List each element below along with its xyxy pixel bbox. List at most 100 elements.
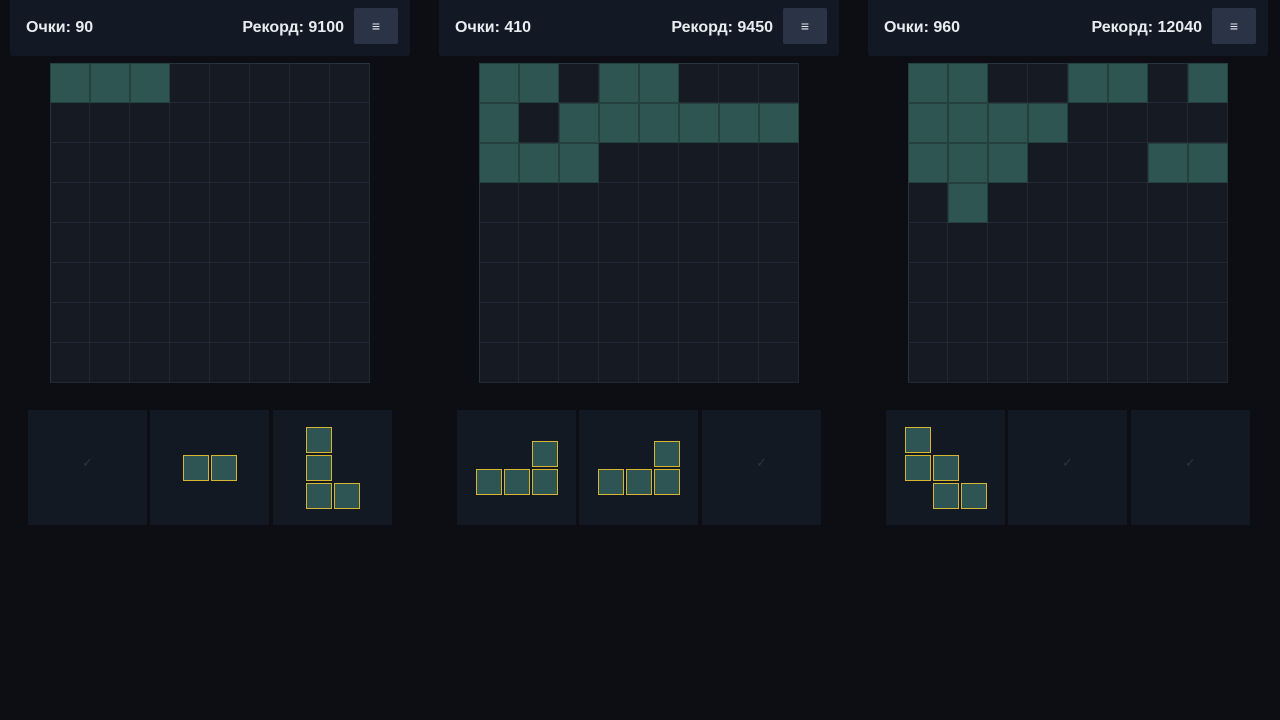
board-cell[interactable]	[679, 183, 719, 223]
board-cell[interactable]	[639, 143, 679, 183]
board-cell[interactable]	[988, 303, 1028, 343]
board-cell-filled[interactable]	[639, 63, 679, 103]
board-cell[interactable]	[290, 103, 330, 143]
game-board[interactable]	[479, 63, 799, 383]
board-cell[interactable]	[210, 343, 250, 383]
board-cell-filled[interactable]	[1148, 143, 1188, 183]
board-cell[interactable]	[988, 63, 1028, 103]
board-cell[interactable]	[130, 143, 170, 183]
board-cell[interactable]	[1068, 223, 1108, 263]
board-cell-filled[interactable]	[948, 103, 988, 143]
board-cell[interactable]	[1188, 343, 1228, 383]
board-cell[interactable]	[330, 263, 370, 303]
board-cell-filled[interactable]	[908, 63, 948, 103]
board-cell[interactable]	[50, 223, 90, 263]
board-cell[interactable]	[290, 343, 330, 383]
board-cell[interactable]	[1068, 303, 1108, 343]
board-cell[interactable]	[599, 183, 639, 223]
board-cell[interactable]	[479, 263, 519, 303]
board-cell[interactable]	[908, 183, 948, 223]
board-cell[interactable]	[759, 343, 799, 383]
board-cell-filled[interactable]	[599, 63, 639, 103]
board-cell[interactable]	[759, 63, 799, 103]
board-cell[interactable]	[210, 263, 250, 303]
board-cell-filled[interactable]	[479, 103, 519, 143]
piece-block[interactable]	[211, 455, 237, 481]
board-cell[interactable]	[1028, 143, 1068, 183]
board-cell-filled[interactable]	[948, 143, 988, 183]
board-cell[interactable]	[1108, 263, 1148, 303]
board-cell[interactable]	[1028, 303, 1068, 343]
board-cell[interactable]	[599, 223, 639, 263]
board-cell[interactable]	[210, 143, 250, 183]
board-cell[interactable]	[1148, 223, 1188, 263]
board-cell[interactable]	[719, 63, 759, 103]
board-cell[interactable]	[988, 223, 1028, 263]
board-cell[interactable]	[130, 263, 170, 303]
board-cell[interactable]	[639, 343, 679, 383]
piece-block[interactable]	[626, 469, 652, 495]
board-cell[interactable]	[1108, 143, 1148, 183]
board-cell[interactable]	[50, 103, 90, 143]
board-cell[interactable]	[559, 263, 599, 303]
board-cell[interactable]	[479, 183, 519, 223]
board-cell[interactable]	[639, 263, 679, 303]
piece-block[interactable]	[905, 455, 931, 481]
piece-slot-1[interactable]	[886, 410, 1005, 525]
board-cell-filled[interactable]	[1028, 103, 1068, 143]
board-cell-filled[interactable]	[479, 63, 519, 103]
board-cell[interactable]	[130, 223, 170, 263]
board-cell[interactable]	[1068, 263, 1108, 303]
board-cell[interactable]	[519, 343, 559, 383]
board-cell[interactable]	[1028, 263, 1068, 303]
board-cell[interactable]	[908, 223, 948, 263]
piece-block[interactable]	[476, 469, 502, 495]
board-cell[interactable]	[948, 343, 988, 383]
board-cell[interactable]	[1148, 343, 1188, 383]
piece-block[interactable]	[905, 427, 931, 453]
piece-block[interactable]	[334, 483, 360, 509]
board-cell[interactable]	[1028, 183, 1068, 223]
piece-slot-1[interactable]: ✓	[28, 410, 147, 525]
board-cell[interactable]	[330, 223, 370, 263]
board-cell[interactable]	[130, 343, 170, 383]
board-cell[interactable]	[170, 63, 210, 103]
board-cell[interactable]	[50, 143, 90, 183]
board-cell-filled[interactable]	[988, 143, 1028, 183]
board-cell-filled[interactable]	[988, 103, 1028, 143]
board-cell[interactable]	[679, 303, 719, 343]
board-cell[interactable]	[908, 303, 948, 343]
board-cell[interactable]	[210, 223, 250, 263]
piece-slot-3[interactable]	[273, 410, 392, 525]
board-cell-filled[interactable]	[90, 63, 130, 103]
board-cell[interactable]	[639, 183, 679, 223]
board-cell[interactable]	[599, 343, 639, 383]
board-cell[interactable]	[50, 343, 90, 383]
board-cell[interactable]	[1108, 343, 1148, 383]
board-cell[interactable]	[559, 63, 599, 103]
board-cell[interactable]	[250, 103, 290, 143]
board-cell[interactable]	[519, 183, 559, 223]
board-cell[interactable]	[679, 263, 719, 303]
game-board[interactable]	[50, 63, 370, 383]
board-cell[interactable]	[170, 303, 210, 343]
board-cell[interactable]	[948, 223, 988, 263]
board-cell[interactable]	[479, 303, 519, 343]
board-cell-filled[interactable]	[759, 103, 799, 143]
piece-block[interactable]	[306, 427, 332, 453]
board-cell[interactable]	[330, 143, 370, 183]
board-cell[interactable]	[210, 103, 250, 143]
board-cell-filled[interactable]	[948, 63, 988, 103]
board-cell[interactable]	[719, 263, 759, 303]
board-cell[interactable]	[330, 183, 370, 223]
board-cell[interactable]	[1068, 183, 1108, 223]
board-cell[interactable]	[90, 343, 130, 383]
board-cell[interactable]	[290, 223, 330, 263]
board-cell[interactable]	[759, 303, 799, 343]
board-cell[interactable]	[559, 183, 599, 223]
menu-button[interactable]: ≡	[1212, 8, 1256, 44]
board-cell[interactable]	[250, 223, 290, 263]
board-cell[interactable]	[250, 343, 290, 383]
board-cell[interactable]	[988, 183, 1028, 223]
piece-block[interactable]	[598, 469, 624, 495]
